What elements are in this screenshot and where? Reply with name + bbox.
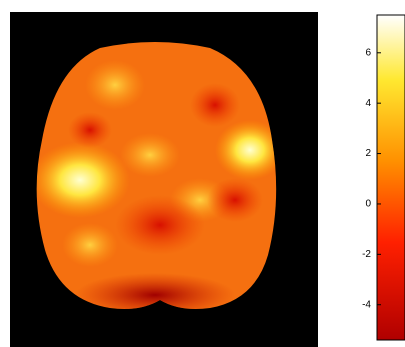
colorbar-tick-label: 4 xyxy=(365,98,371,109)
colorbar-tick-label: 2 xyxy=(365,148,371,159)
colorbar-tick-label: 0 xyxy=(365,199,371,210)
colorbar xyxy=(376,14,405,341)
colorbar-tick-label: 6 xyxy=(365,47,371,58)
brain-map xyxy=(36,42,277,309)
colorbar-tick-label: -2 xyxy=(362,249,371,260)
colorbar-tick-label: -4 xyxy=(362,299,371,310)
